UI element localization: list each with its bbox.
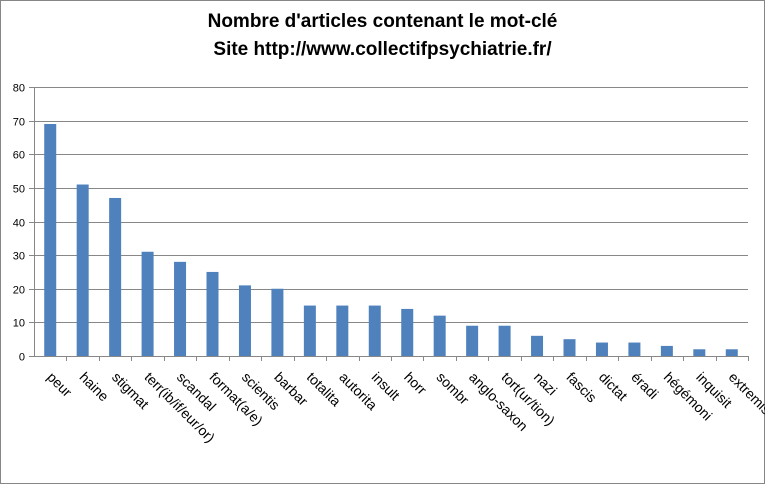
y-tick-label: 0: [19, 352, 25, 364]
x-category-labels: peur hainestigmatterr(ib/if/eur/or)scanda…: [44, 369, 765, 446]
bar: [531, 335, 544, 356]
x-category-label: fascis: [563, 369, 600, 406]
bar: [693, 349, 706, 356]
chart-title: Nombre d'articles contenant le mot-clé: [207, 11, 558, 32]
x-category-label: dictat: [596, 369, 631, 404]
bar: [271, 288, 284, 356]
bar: [303, 305, 316, 356]
x-category-label: peur: [44, 369, 75, 400]
y-tick-label: 50: [13, 184, 25, 196]
x-category-label: éradi: [628, 369, 661, 402]
bar: [498, 325, 511, 356]
bar: [174, 261, 187, 356]
bar: [44, 123, 57, 356]
bar: [238, 285, 251, 356]
y-tick-label: 10: [13, 318, 25, 330]
bar: [336, 305, 349, 356]
x-category-label: totalita: [304, 369, 345, 410]
y-tick-label: 70: [13, 117, 25, 129]
y-tick-label: 40: [13, 218, 25, 230]
bar: [563, 339, 576, 356]
bar: [76, 184, 89, 356]
bar: [109, 197, 122, 356]
bar: [725, 349, 738, 356]
bars: [44, 123, 738, 356]
y-tick-label: 80: [13, 83, 25, 95]
y-tick-labels: 0 10 20 30 40 50 60 70 80: [13, 83, 25, 364]
y-tick-label: 60: [13, 150, 25, 162]
x-category-label: haine: [77, 369, 113, 405]
bar: [401, 308, 414, 356]
x-category-label: horr: [401, 369, 430, 398]
chart-subtitle: Site http://www.collectifpsychiatrie.fr/: [213, 39, 552, 60]
bar: [466, 325, 479, 356]
y-tick-label: 30: [13, 251, 25, 263]
gridlines: [34, 87, 748, 323]
x-category-label: extremis: [726, 369, 765, 418]
bar: [660, 345, 673, 356]
axes: [29, 87, 749, 361]
bar: [595, 342, 608, 356]
x-category-label: sombr: [434, 369, 473, 408]
bar: [628, 342, 641, 356]
chart-title-block: Nombre d'articles contenant le mot-clé S…: [0, 8, 765, 64]
bar: [141, 251, 154, 356]
y-tick-label: 20: [13, 285, 25, 297]
bar: [433, 315, 446, 356]
bar: [368, 305, 381, 356]
bar: [206, 271, 219, 356]
